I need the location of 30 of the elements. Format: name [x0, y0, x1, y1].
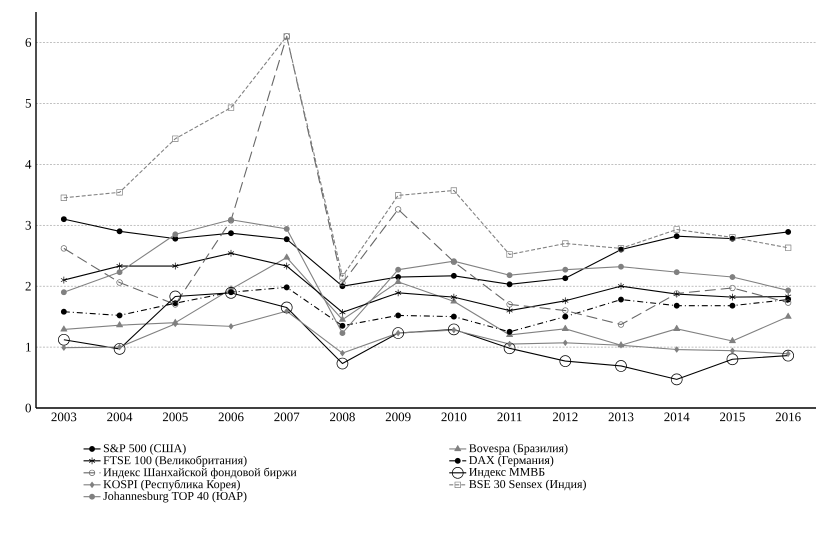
x-tick-label: 2016 [776, 412, 801, 422]
x-tick-label: 2015 [720, 412, 745, 422]
y-tick-label: 3 [26, 220, 31, 230]
x-tick-label: 2006 [218, 412, 244, 422]
legend-label: Индекс Шанхайской фондовой биржи [103, 468, 296, 479]
legend-label: Индекс ММВБ [469, 468, 544, 478]
x-tick-label: 2007 [274, 412, 300, 422]
x-tick-label: 2005 [162, 412, 188, 422]
y-tick-label: 5 [26, 99, 31, 108]
legend-label: Johannesburg TOP 40 (ЮАР) [103, 492, 246, 502]
x-tick-label: 2012 [552, 412, 578, 422]
legend-label: FTSE 100 (Великобритания) [103, 456, 247, 467]
x-tick-label: 2003 [51, 412, 76, 422]
x-tick-label: 2004 [107, 412, 132, 422]
x-tick-label: 2014 [664, 412, 690, 422]
legend-label: DAX (Германия) [469, 456, 554, 467]
x-tick-label: 2011 [497, 412, 522, 422]
legend-label: S&P 500 (США) [104, 444, 186, 455]
legend-label: Bovespa (Бразилия) [469, 444, 568, 455]
x-tick-label: 2010 [441, 412, 466, 422]
y-tick-label: 6 [26, 38, 32, 47]
legend-label: BSE 30 Sensex (Индия) [469, 480, 586, 491]
y-tick-label: 4 [25, 160, 32, 169]
y-tick-label: 0 [26, 404, 31, 412]
x-tick-label: 2009 [386, 412, 411, 422]
y-tick-label: 2 [26, 282, 31, 290]
legend-label: KOSPI (Республика Корея) [103, 480, 240, 491]
x-tick-label: 2013 [608, 412, 634, 422]
x-tick-label: 2008 [330, 412, 355, 422]
y-tick-label: 1 [26, 342, 31, 352]
